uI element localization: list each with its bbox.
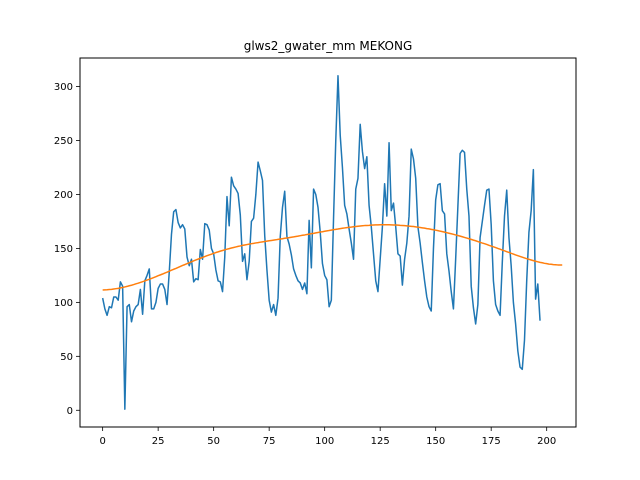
y-tick-label: 150 — [54, 244, 73, 255]
y-tick-label: 200 — [54, 190, 73, 201]
x-tick-label: 150 — [426, 436, 445, 447]
plot-frame — [79, 57, 577, 428]
series-line-1 — [101, 75, 541, 410]
x-tick-label: 200 — [537, 436, 556, 447]
x-tick-label: 50 — [207, 436, 220, 447]
y-tick-label: 250 — [54, 136, 73, 147]
x-tick-label: 175 — [482, 436, 501, 447]
x-tick-label: 25 — [152, 436, 165, 447]
axis-ticks: 0 25 50 75 100 125 150 175 200 0 50 100 150 200 250 300 — [54, 82, 556, 447]
y-tick-label: 50 — [60, 352, 73, 363]
x-tick-label: 75 — [263, 436, 276, 447]
series-line-2 — [102, 224, 563, 291]
y-tick-label: 100 — [54, 298, 73, 309]
x-tick-label: 125 — [371, 436, 390, 447]
y-tick-label: 0 — [67, 406, 73, 417]
series-layer — [101, 75, 563, 410]
y-tick-label: 300 — [54, 82, 73, 93]
x-tick-label: 0 — [99, 436, 105, 447]
chart-title: glws2_gwater_mm MEKONG — [244, 39, 413, 53]
x-tick-label: 100 — [315, 436, 334, 447]
